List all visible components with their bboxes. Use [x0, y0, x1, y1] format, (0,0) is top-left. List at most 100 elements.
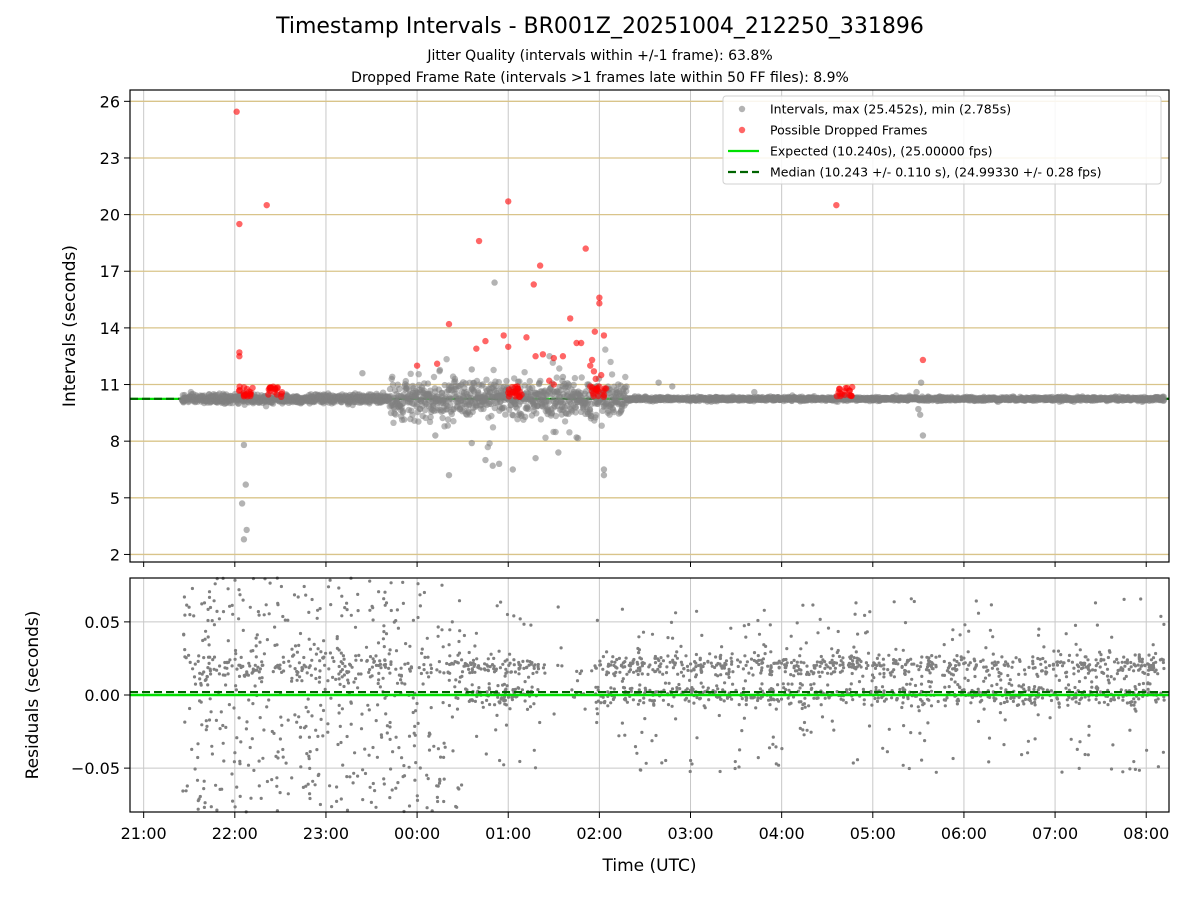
residual-point [1023, 697, 1028, 702]
residual-point [1083, 752, 1087, 757]
residual-point [982, 665, 986, 669]
dropped-frame-point [236, 220, 243, 228]
interval-point [436, 366, 444, 374]
residual-point [205, 724, 209, 729]
residual-point [1059, 653, 1063, 657]
residual-point [1057, 701, 1061, 705]
residual-point [455, 707, 460, 711]
residual-point [798, 686, 802, 690]
residual-point [234, 684, 238, 688]
residual-point [195, 778, 200, 782]
dropped-frame-point [589, 384, 596, 391]
residual-point [182, 632, 186, 636]
residual-point [661, 659, 666, 663]
residual-point [803, 696, 807, 700]
residual-point [331, 675, 335, 680]
residual-point [310, 658, 314, 662]
interval-point [479, 381, 486, 388]
residual-point [1087, 724, 1091, 729]
residual-point [560, 664, 564, 668]
residual-point [250, 737, 254, 741]
residual-point [1137, 697, 1141, 701]
residual-point [247, 698, 251, 702]
residual-point [188, 660, 192, 665]
residual-point [993, 660, 997, 664]
residual-point [1027, 665, 1031, 670]
dropped-frame-point [582, 245, 589, 252]
residual-point [686, 668, 690, 673]
residual-point [559, 646, 563, 650]
residual-point [1096, 661, 1100, 665]
residual-point [785, 661, 789, 665]
interval-point [537, 377, 544, 385]
residual-point [219, 710, 223, 714]
top-ytick-label: 20 [100, 206, 120, 225]
residual-point [1153, 670, 1157, 674]
residual-point [382, 624, 386, 628]
residual-point [805, 728, 809, 732]
residual-point [1030, 701, 1034, 705]
residual-point [1128, 728, 1132, 732]
residual-point [650, 632, 655, 636]
residual-point [359, 672, 363, 676]
residual-point [743, 654, 747, 658]
residual-point [536, 665, 540, 669]
residual-point [606, 690, 610, 694]
residual-point [246, 763, 251, 767]
residual-point [538, 720, 542, 725]
interval-point [571, 374, 579, 382]
residual-point [1099, 659, 1103, 663]
residual-point [1095, 685, 1099, 689]
residual-point [719, 653, 723, 657]
legend-label: Intervals, max (25.452s), min (2.785s) [770, 102, 1011, 117]
residual-point [981, 658, 985, 662]
dropped-frame-point [596, 294, 603, 301]
interval-point [445, 471, 453, 479]
residual-point [955, 702, 960, 706]
residual-point [265, 779, 269, 784]
interval-point [566, 429, 573, 436]
residual-point [391, 750, 395, 754]
top-ytick-label: 23 [100, 149, 120, 168]
interval-point [488, 412, 495, 420]
residual-point [198, 677, 202, 681]
dropped-frame-point [505, 393, 513, 400]
residual-point [909, 704, 914, 708]
residual-point [284, 761, 288, 765]
residual-point [389, 662, 393, 667]
residual-point [1087, 733, 1091, 737]
residual-point [326, 585, 331, 589]
residual-point [413, 724, 417, 729]
residual-point [1088, 663, 1092, 667]
interval-point [500, 404, 508, 411]
residual-point [999, 686, 1003, 690]
dropped-frame-point [514, 385, 521, 392]
legend-label: Expected (10.240s), (25.00000 fps) [770, 144, 992, 159]
residual-point [182, 595, 186, 599]
residual-point [607, 662, 611, 666]
residual-point [502, 763, 506, 767]
residual-point [1099, 653, 1103, 657]
residual-point [293, 713, 297, 717]
interval-point [1160, 396, 1168, 403]
residual-point [952, 658, 956, 662]
residual-point [467, 650, 471, 655]
residual-point [299, 765, 303, 769]
residual-point [898, 657, 902, 662]
residual-point [353, 751, 357, 755]
residual-point [346, 678, 350, 682]
residual-point [421, 682, 425, 686]
residual-point [638, 699, 642, 703]
residual-point [226, 587, 230, 591]
interval-point [444, 416, 452, 423]
interval-point [238, 500, 246, 507]
residual-point [1049, 698, 1054, 703]
residual-point [304, 784, 308, 788]
residual-point [310, 714, 314, 718]
interval-point [490, 366, 497, 374]
dropped-frame-point [550, 381, 558, 388]
residual-point [197, 797, 201, 801]
residual-point [383, 658, 387, 663]
residual-point [271, 670, 275, 674]
residual-point [963, 676, 967, 680]
